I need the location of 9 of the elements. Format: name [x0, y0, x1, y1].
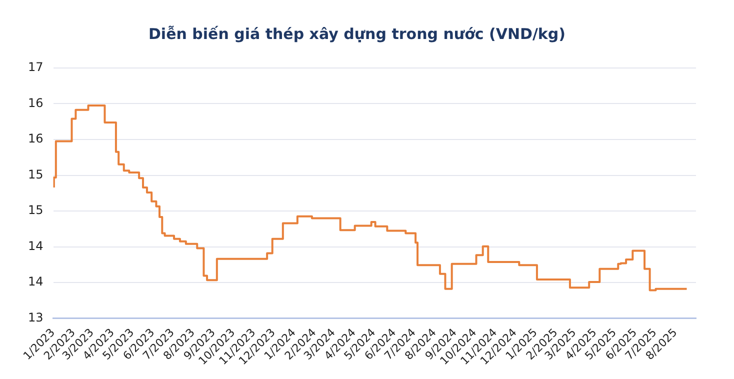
- y-tick-label: 16: [28, 96, 44, 110]
- y-tick-label: 16: [28, 132, 44, 146]
- y-tick-label: 17: [28, 60, 44, 74]
- y-tick-label: 15: [28, 167, 44, 182]
- y-tick-label: 15: [28, 203, 44, 218]
- y-tick-label: 14: [28, 274, 44, 289]
- chart-title: Diễn biến giá thép xây dựng trong nước (VND/kg): [148, 24, 566, 43]
- y-tick-label: 13: [28, 310, 44, 324]
- y-tick-label: 14: [28, 238, 44, 253]
